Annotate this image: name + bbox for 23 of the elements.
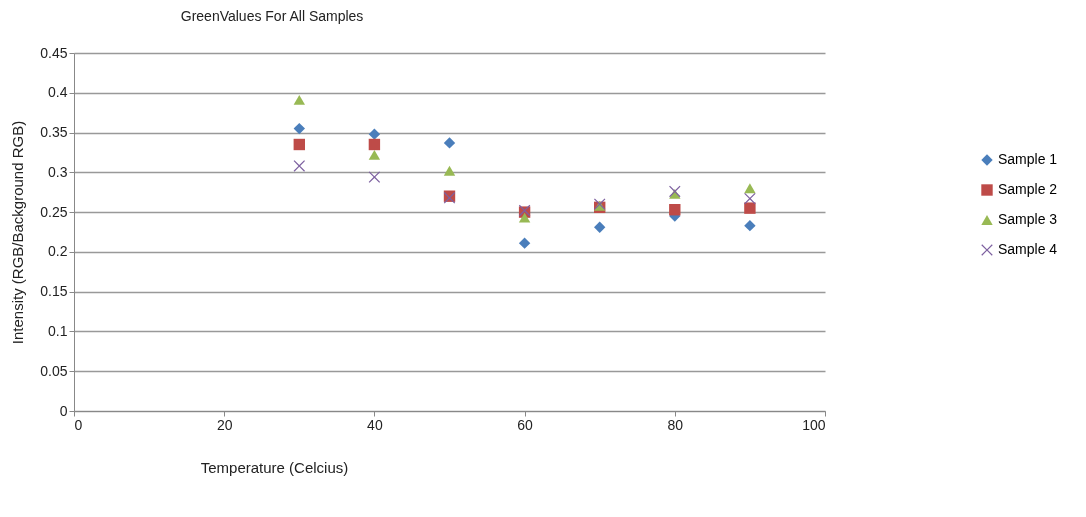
y-axis-title: Intensity (RGB/Background RGB): [9, 120, 27, 345]
x-tick-label: 40: [367, 416, 383, 433]
legend-label: Sample 1: [998, 151, 1058, 167]
chart-title: GreenValues For All Samples: [180, 8, 364, 24]
x-tick-label: 100: [802, 416, 826, 433]
legend-label: Sample 2: [998, 181, 1058, 197]
x-tick-label: 0: [74, 416, 83, 433]
x-tick-label: 80: [667, 416, 684, 433]
y-tick-label: 0.05: [40, 362, 68, 379]
y-tick-label: 0.4: [48, 84, 68, 101]
legend-label: Sample 4: [998, 241, 1058, 257]
y-tick-label: 0: [59, 402, 68, 419]
y-tick-label: 0.45: [40, 44, 68, 61]
y-tick-label: 0.25: [40, 203, 68, 220]
y-tick-label: 0.15: [40, 283, 68, 300]
x-axis-title: Temperature (Celcius): [200, 458, 349, 476]
y-tick-label: 0.3: [48, 163, 68, 180]
y-tick-label: 0.35: [40, 124, 68, 141]
y-tick-label: 0.1: [48, 322, 68, 339]
legend-label: Sample 3: [998, 211, 1058, 227]
x-tick-label: 20: [216, 416, 233, 433]
y-tick-label: 0.2: [48, 243, 68, 260]
x-tick-label: 60: [517, 416, 534, 433]
